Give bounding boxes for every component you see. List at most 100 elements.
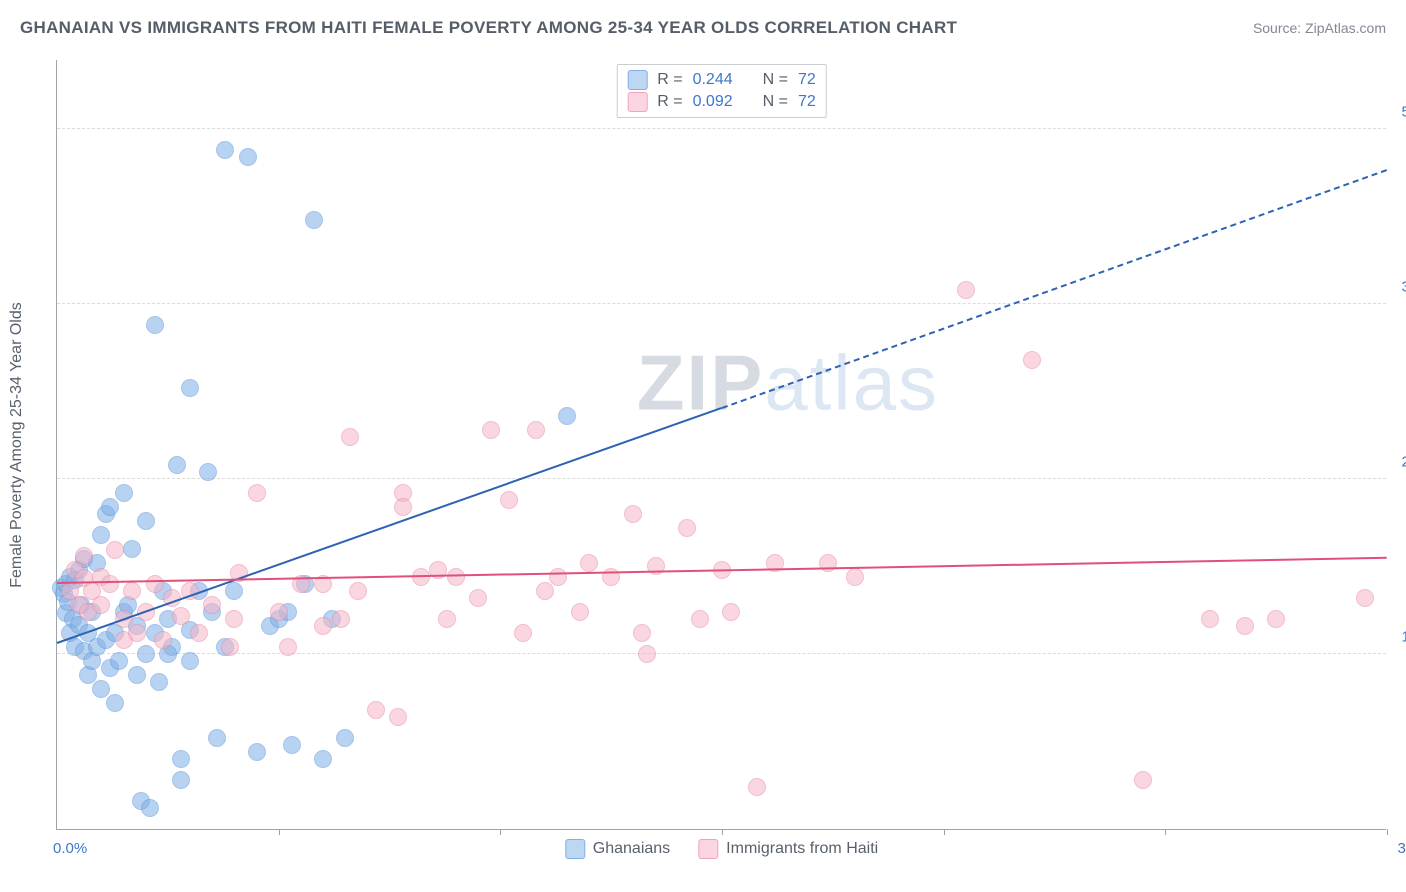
data-point (216, 141, 234, 159)
chart-title: GHANAIAN VS IMMIGRANTS FROM HAITI FEMALE… (20, 18, 957, 38)
data-point (199, 463, 217, 481)
legend-series-label: Ghanaians (593, 840, 670, 858)
legend-r-value: 0.092 (693, 93, 733, 111)
data-point (154, 631, 172, 649)
data-point (638, 645, 656, 663)
data-point (349, 582, 367, 600)
y-tick-label: 12.5% (1392, 629, 1406, 646)
data-point (314, 750, 332, 768)
legend-r-label: R = (657, 71, 682, 89)
legend-n-value: 72 (798, 71, 816, 89)
source-label: Source: ZipAtlas.com (1253, 20, 1386, 36)
data-point (181, 379, 199, 397)
data-point (332, 610, 350, 628)
data-point (336, 729, 354, 747)
data-point (469, 589, 487, 607)
data-point (846, 568, 864, 586)
data-point (341, 428, 359, 446)
data-point (367, 701, 385, 719)
data-point (580, 554, 598, 572)
data-point (137, 645, 155, 663)
legend-r-label: R = (657, 93, 682, 111)
legend-series-item: Ghanaians (565, 839, 670, 859)
x-tick (722, 829, 723, 835)
data-point (146, 575, 164, 593)
x-tick (1387, 829, 1388, 835)
data-point (123, 540, 141, 558)
legend-swatch (627, 70, 647, 90)
data-point (172, 607, 190, 625)
data-point (172, 750, 190, 768)
data-point (549, 568, 567, 586)
data-point (722, 603, 740, 621)
x-tick (1165, 829, 1166, 835)
data-point (633, 624, 651, 642)
data-point (500, 491, 518, 509)
legend-series: Ghanaians Immigrants from Haiti (565, 839, 878, 859)
data-point (691, 610, 709, 628)
data-point (101, 575, 119, 593)
data-point (957, 281, 975, 299)
data-point (172, 771, 190, 789)
gridline (57, 653, 1386, 654)
data-point (248, 743, 266, 761)
y-tick-label: 37.5% (1392, 279, 1406, 296)
legend-series-item: Immigrants from Haiti (698, 839, 878, 859)
data-point (106, 541, 124, 559)
legend-series-label: Immigrants from Haiti (726, 840, 878, 858)
trend-line (57, 407, 723, 644)
legend-correlation: R =0.244N =72R =0.092N =72 (616, 64, 827, 118)
data-point (221, 638, 239, 656)
data-point (101, 498, 119, 516)
data-point (137, 512, 155, 530)
data-point (447, 568, 465, 586)
data-point (1134, 771, 1152, 789)
gridline (57, 128, 1386, 129)
data-point (106, 694, 124, 712)
data-point (128, 624, 146, 642)
data-point (283, 736, 301, 754)
data-point (571, 603, 589, 621)
data-point (1201, 610, 1219, 628)
x-tick (279, 829, 280, 835)
data-point (181, 652, 199, 670)
y-tick-label: 25.0% (1392, 454, 1406, 471)
data-point (536, 582, 554, 600)
data-point (314, 617, 332, 635)
data-point (1267, 610, 1285, 628)
data-point (482, 421, 500, 439)
x-axis-origin-label: 0.0% (53, 840, 87, 857)
data-point (115, 484, 133, 502)
legend-r-value: 0.244 (693, 71, 733, 89)
data-point (190, 624, 208, 642)
legend-correlation-row: R =0.244N =72 (627, 69, 816, 91)
data-point (394, 498, 412, 516)
data-point (225, 582, 243, 600)
legend-swatch (698, 839, 718, 859)
legend-n-value: 72 (798, 93, 816, 111)
legend-swatch (627, 92, 647, 112)
data-point (123, 582, 141, 600)
data-point (748, 778, 766, 796)
data-point (128, 666, 146, 684)
data-point (1023, 351, 1041, 369)
data-point (1236, 617, 1254, 635)
data-point (438, 610, 456, 628)
legend-n-label: N = (763, 93, 788, 111)
data-point (624, 505, 642, 523)
data-point (150, 673, 168, 691)
data-point (678, 519, 696, 537)
data-point (92, 596, 110, 614)
data-point (208, 729, 226, 747)
data-point (248, 484, 266, 502)
data-point (239, 148, 257, 166)
x-axis-end-label: 30.0% (1397, 840, 1406, 857)
data-point (141, 799, 159, 817)
data-point (1356, 589, 1374, 607)
y-axis-label: Female Poverty Among 25-34 Year Olds (8, 302, 26, 588)
x-tick (500, 829, 501, 835)
chart-area: Female Poverty Among 25-34 Year Olds 0.0… (56, 60, 1386, 830)
legend-swatch (565, 839, 585, 859)
data-point (514, 624, 532, 642)
gridline (57, 478, 1386, 479)
